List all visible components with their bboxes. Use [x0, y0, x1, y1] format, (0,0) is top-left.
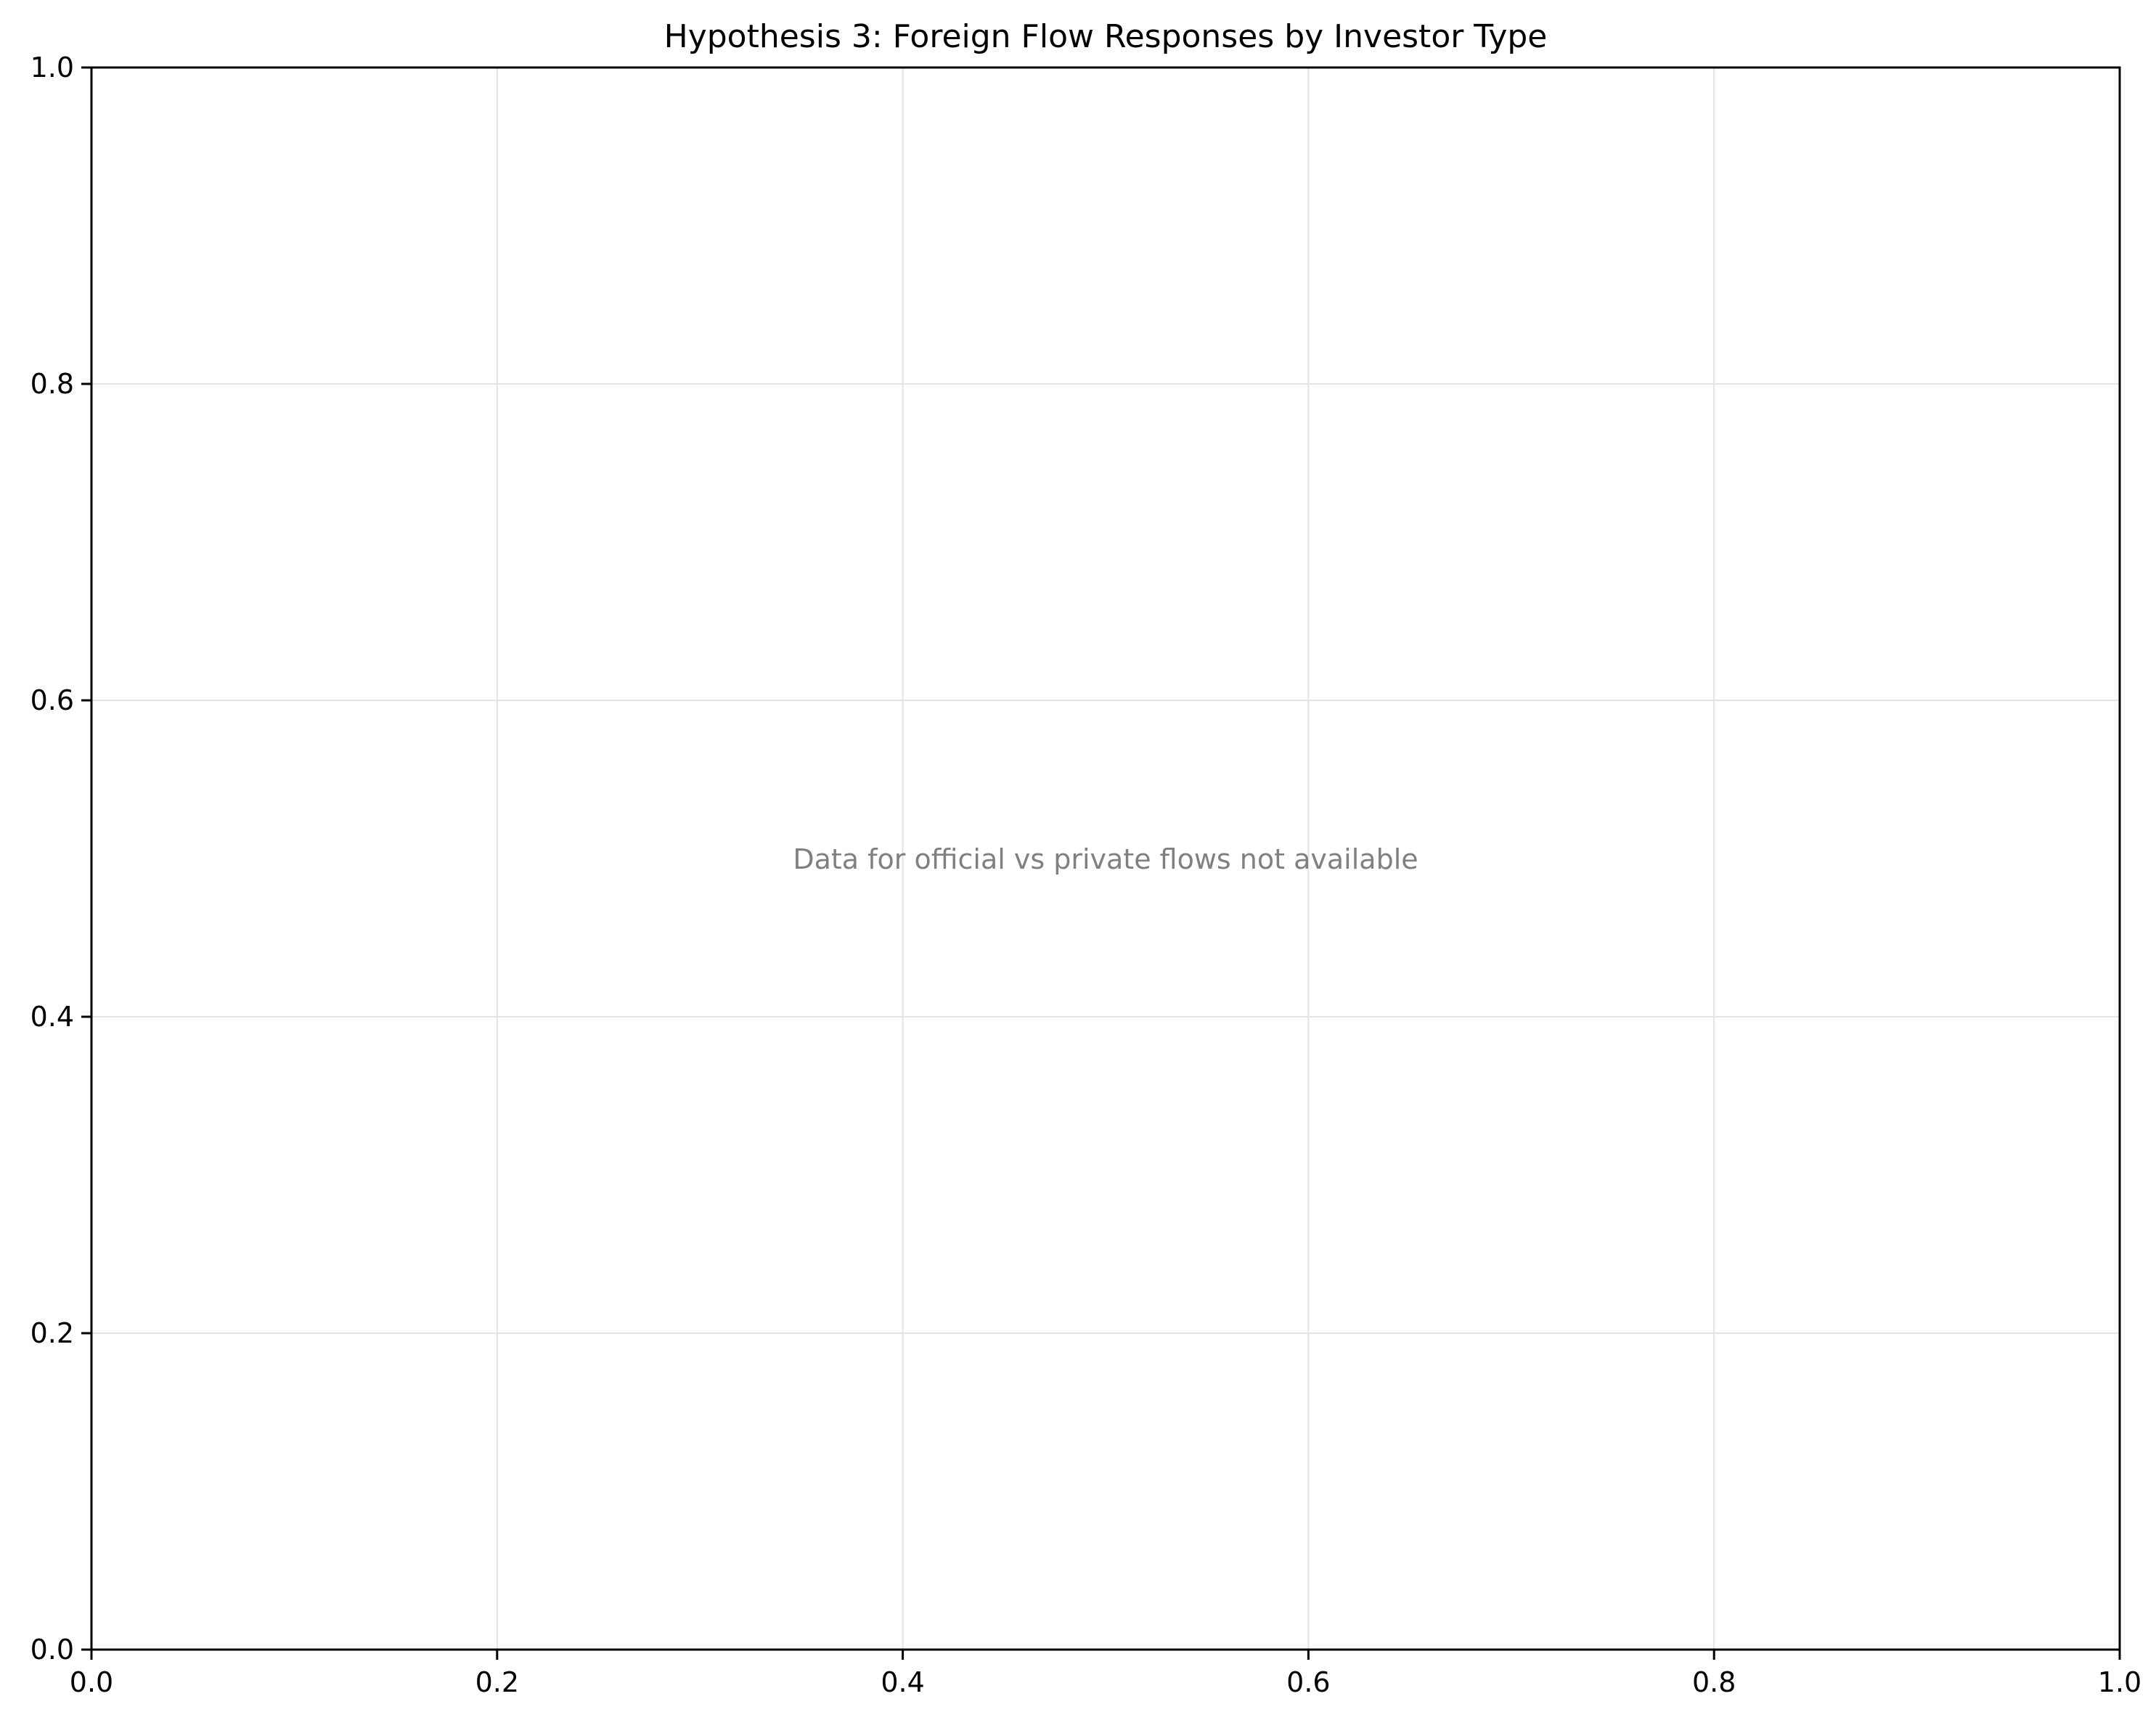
x-tick-label: 0.4 [881, 1666, 924, 1698]
x-tick-label: 0.2 [475, 1666, 519, 1698]
x-tick-label: 0.8 [1692, 1666, 1736, 1698]
no-data-message: Data for official vs private flows not a… [793, 843, 1418, 875]
y-tick-label: 0.4 [30, 1001, 74, 1033]
grid [91, 67, 2120, 1650]
ticks: 0.0 0.2 0.4 0.6 0.8 1.0 0.0 0.2 0.4 0.6 0.8 1.0 [30, 52, 2142, 1698]
y-tick-label: 0.2 [30, 1317, 74, 1349]
y-tick-label: 0.0 [30, 1634, 74, 1666]
plot-frame [90, 66, 2121, 1651]
y-tick-label: 0.8 [30, 368, 74, 400]
annotations: Data for official vs private flows not a… [793, 843, 1418, 875]
x-tick-label: 0.0 [70, 1666, 113, 1698]
y-tick-label: 0.6 [30, 684, 74, 716]
y-tick-label: 1.0 [30, 52, 74, 83]
chart-title: Hypothesis 3: Foreign Flow Responses by … [664, 18, 1548, 55]
x-tick-label: 0.6 [1286, 1666, 1330, 1698]
x-tick-label: 1.0 [2098, 1666, 2141, 1698]
